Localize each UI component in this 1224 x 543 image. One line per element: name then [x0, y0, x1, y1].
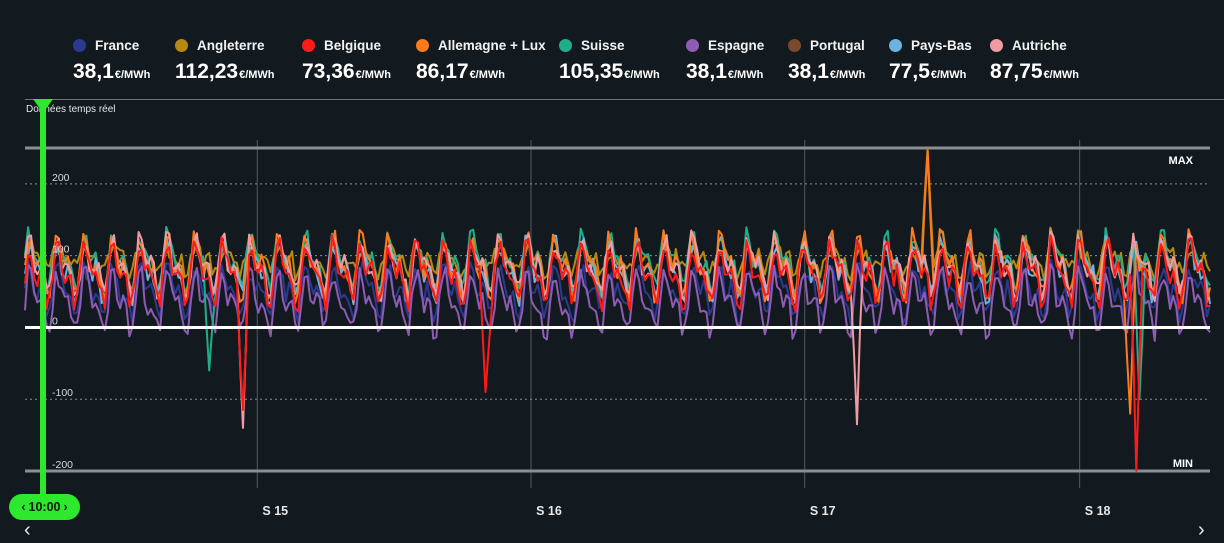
legend-item[interactable]: Espagne 38,1€/MWh	[686, 36, 764, 84]
legend-series-name: Espagne	[686, 36, 764, 54]
series-color-dot	[175, 38, 188, 52]
legend-item[interactable]: Angleterre 112,23€/MWh	[175, 36, 275, 84]
legend-series-name: Suisse	[559, 36, 660, 54]
legend-series-name: Pays-Bas	[889, 36, 972, 54]
time-prev-icon[interactable]: ‹	[21, 500, 26, 514]
legend-name-text: Belgique	[324, 37, 382, 53]
legend-price-unit: €/MWh	[829, 69, 866, 81]
legend-series-name: Allemagne + Lux	[416, 36, 546, 54]
legend-price: 77,5€/MWh	[889, 60, 972, 84]
legend-item[interactable]: Belgique 73,36€/MWh	[302, 36, 391, 84]
x-tick-label: S 17	[810, 504, 836, 518]
legend-name-text: Suisse	[581, 37, 625, 53]
legend-price: 112,23€/MWh	[175, 60, 275, 84]
legend-item[interactable]: France 38,1€/MWh	[73, 36, 150, 84]
realtime-label: Données temps réel	[26, 104, 116, 115]
legend-price-unit: €/MWh	[727, 69, 764, 81]
legend-name-text: France	[95, 37, 140, 53]
time-value: 10:00	[28, 500, 61, 514]
time-selector[interactable]: ‹ 10:00 ›	[9, 494, 80, 520]
legend-price-unit: €/MWh	[930, 69, 967, 81]
legend-price-value: 38,1	[73, 60, 114, 83]
series-color-dot	[73, 38, 86, 52]
legend-price-value: 77,5	[889, 60, 930, 83]
legend-price-unit: €/MWh	[624, 69, 660, 81]
legend-price-value: 38,1	[788, 60, 829, 83]
legend-divider	[25, 99, 1224, 100]
legend-name-text: Angleterre	[197, 37, 265, 53]
legend-price: 38,1€/MWh	[73, 60, 150, 84]
legend-price: 73,36€/MWh	[302, 60, 391, 84]
chart-next-arrow-icon[interactable]: ›	[1198, 519, 1205, 541]
time-next-icon[interactable]: ›	[63, 500, 68, 514]
series-color-dot	[302, 38, 315, 52]
legend: France 38,1€/MWh Angleterre 112,23€/MWh Belg…	[0, 36, 1224, 86]
legend-series-name: Belgique	[302, 36, 391, 54]
legend-price-value: 105,35	[559, 60, 624, 83]
y-tick-label: 100	[52, 244, 70, 256]
series-color-dot	[889, 38, 902, 52]
legend-price-value: 87,75	[990, 60, 1043, 83]
legend-name-text: Autriche	[1012, 37, 1067, 53]
series-color-dot	[416, 38, 429, 52]
legend-series-name: Portugal	[788, 36, 865, 54]
legend-item[interactable]: Portugal 38,1€/MWh	[788, 36, 865, 84]
legend-price-unit: €/MWh	[469, 69, 506, 81]
y-tick-label: 0	[52, 315, 58, 327]
legend-item[interactable]: Autriche 87,75€/MWh	[990, 36, 1079, 84]
series-color-dot	[990, 38, 1003, 52]
legend-series-name: France	[73, 36, 150, 54]
min-label: MIN	[1173, 458, 1193, 470]
legend-series-name: Autriche	[990, 36, 1079, 54]
series-line	[24, 234, 1211, 472]
y-tick-label: -100	[52, 387, 73, 399]
legend-name-text: Portugal	[810, 37, 865, 53]
legend-name-text: Espagne	[708, 37, 765, 53]
legend-price-unit: €/MWh	[114, 69, 151, 81]
legend-series-name: Angleterre	[175, 36, 275, 54]
series-line	[24, 147, 1211, 282]
y-tick-label: -200	[52, 459, 73, 471]
legend-price-value: 112,23	[175, 60, 239, 83]
x-tick-label: S 16	[536, 504, 562, 518]
legend-item[interactable]: Suisse 105,35€/MWh	[559, 36, 660, 84]
chart-prev-arrow-icon[interactable]: ‹	[24, 519, 31, 541]
max-label: MAX	[1169, 155, 1194, 167]
series-line	[24, 263, 1211, 342]
legend-price-value: 73,36	[302, 60, 355, 83]
series-line	[24, 258, 1211, 326]
legend-price: 38,1€/MWh	[686, 60, 764, 84]
legend-price-unit: €/MWh	[355, 69, 392, 81]
legend-price-value: 38,1	[686, 60, 727, 83]
legend-name-text: Pays-Bas	[911, 37, 972, 53]
legend-name-text: Allemagne + Lux	[438, 37, 546, 53]
legend-price-unit: €/MWh	[239, 69, 275, 81]
series-color-dot	[559, 38, 572, 52]
time-cursor-handle-icon	[33, 99, 53, 113]
legend-price: 105,35€/MWh	[559, 60, 660, 84]
legend-item[interactable]: Allemagne + Lux 86,17€/MWh	[416, 36, 546, 84]
legend-price-value: 86,17	[416, 60, 469, 83]
legend-price: 38,1€/MWh	[788, 60, 865, 84]
legend-price-unit: €/MWh	[1043, 69, 1080, 81]
x-tick-label: S 15	[262, 504, 288, 518]
x-tick-label: S 18	[1085, 504, 1111, 518]
y-tick-label: 200	[52, 172, 70, 184]
series-color-dot	[686, 38, 699, 52]
legend-price: 86,17€/MWh	[416, 60, 546, 84]
series-line	[24, 225, 1211, 401]
legend-item[interactable]: Pays-Bas 77,5€/MWh	[889, 36, 972, 84]
legend-price: 87,75€/MWh	[990, 60, 1079, 84]
series-color-dot	[788, 38, 801, 52]
